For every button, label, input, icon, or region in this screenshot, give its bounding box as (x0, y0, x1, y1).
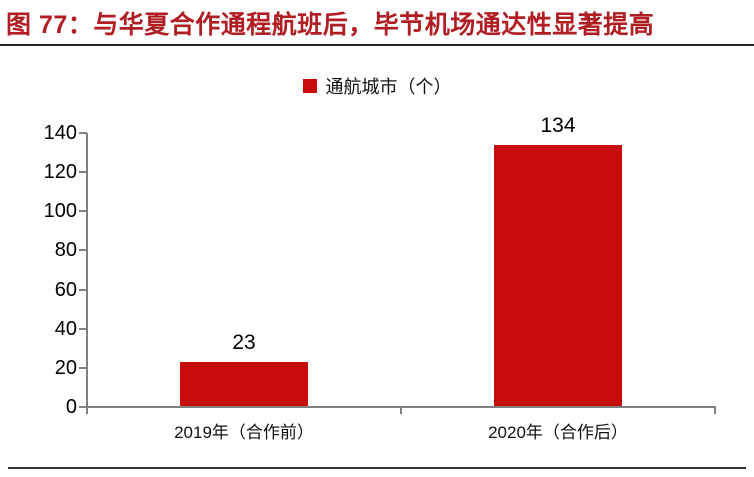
chart-legend: 通航城市（个） (0, 73, 754, 99)
y-tick-label: 80 (54, 239, 77, 262)
y-tick-mark (79, 132, 87, 134)
x-tick-mark (86, 407, 88, 414)
y-tick-mark (79, 171, 87, 174)
y-tick-label: 140 (43, 122, 77, 144)
y-tick-mark (79, 288, 87, 291)
y-axis-line (86, 133, 88, 408)
bar-value-label: 134 (540, 113, 576, 137)
y-tick-label: 40 (54, 317, 77, 340)
y-tick-label: 20 (54, 356, 77, 379)
legend-swatch-icon (302, 79, 317, 93)
bar (180, 361, 308, 407)
y-tick-label: 120 (43, 161, 77, 184)
y-tick-mark (79, 249, 87, 252)
y-tick-label: 60 (54, 278, 77, 301)
x-category-label: 2020年（合作后） (488, 423, 628, 442)
x-category-label: 2019年（合作前） (174, 423, 314, 442)
bar-value-label: 23 (232, 330, 256, 354)
y-tick-label: 0 (65, 396, 77, 418)
y-tick-mark (79, 406, 87, 408)
y-tick-mark (79, 327, 87, 330)
title-divider (0, 44, 754, 46)
y-tick-mark (79, 210, 87, 213)
x-tick-mark (400, 407, 402, 414)
y-tick-mark (79, 366, 87, 369)
figure-bottom-divider (8, 467, 746, 469)
legend-label: 通航城市（个） (325, 77, 452, 97)
x-tick-mark (714, 407, 716, 414)
bar (494, 144, 622, 407)
y-tick-label: 100 (43, 200, 77, 223)
figure-title: 图 77：与华夏合作通程航班后，毕节机场通达性显著提高 (6, 11, 655, 39)
